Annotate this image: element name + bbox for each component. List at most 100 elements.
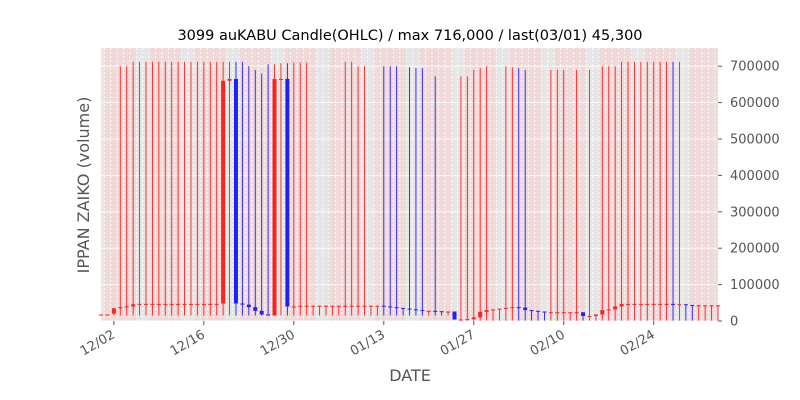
candle-body — [574, 312, 579, 314]
candle-body — [420, 310, 425, 312]
candle-body — [201, 303, 206, 305]
day-band — [367, 48, 375, 321]
candle-body — [375, 305, 380, 307]
day-band — [399, 48, 407, 321]
candle-body — [658, 303, 663, 305]
candle-body — [568, 312, 573, 314]
chart-title: 3099 auKABU Candle(OHLC) / max 716,000 /… — [177, 28, 642, 44]
day-band — [329, 48, 336, 321]
candle-body — [407, 308, 412, 310]
candle-body — [671, 303, 676, 305]
day-band — [528, 48, 535, 321]
candle-body — [362, 305, 367, 307]
candle-body — [593, 314, 598, 316]
candle-body — [471, 317, 476, 320]
candle-body — [259, 310, 264, 315]
candle-body — [439, 311, 444, 313]
x-tick-label: 12/02 — [78, 327, 118, 359]
day-band — [451, 48, 458, 321]
candle-body — [555, 312, 560, 314]
y-tick-label: 500000 — [730, 133, 780, 148]
day-band — [110, 48, 118, 321]
candle-body — [581, 312, 586, 316]
candle-body — [587, 315, 592, 317]
y-tick-label: 0 — [730, 315, 738, 330]
candle-body — [677, 304, 682, 306]
day-band — [714, 48, 718, 321]
x-tick-label: 01/13 — [348, 327, 388, 359]
candle-body — [600, 310, 605, 315]
candle-body — [683, 304, 688, 306]
candle-body — [156, 303, 161, 305]
candle-body — [401, 307, 406, 309]
candles — [99, 61, 720, 321]
candle-body — [510, 307, 515, 309]
candle-body — [208, 303, 213, 305]
candle-body — [336, 305, 341, 307]
y-tick-label: 100000 — [730, 278, 780, 293]
candle-body — [323, 305, 328, 307]
candle-body — [368, 305, 373, 307]
candle-body — [105, 314, 110, 316]
day-band — [534, 48, 542, 321]
candle-body — [465, 319, 470, 321]
candle-body — [143, 303, 148, 305]
candle-body — [458, 319, 463, 321]
candle-body — [523, 307, 528, 311]
day-band — [374, 48, 381, 321]
day-band — [335, 48, 343, 321]
candle-body — [497, 308, 502, 310]
candle-body — [137, 303, 142, 305]
candle-body — [266, 314, 271, 316]
candle-body — [478, 311, 483, 318]
x-tick-label: 12/30 — [258, 327, 298, 359]
candle-body — [690, 304, 695, 306]
candle-body — [542, 311, 547, 313]
x-tick-label: 02/24 — [618, 327, 658, 359]
day-band — [579, 48, 587, 321]
candle-body — [548, 312, 553, 314]
y-tick-label: 300000 — [730, 205, 780, 220]
day-band — [322, 48, 330, 321]
candle-body — [613, 306, 618, 310]
candle-body — [317, 305, 322, 307]
candle-body — [111, 308, 116, 314]
day-band — [104, 48, 111, 321]
day-band — [496, 48, 503, 321]
candle-body — [221, 80, 226, 304]
candle-body — [645, 303, 650, 305]
candle-body — [330, 305, 335, 307]
candle-body — [394, 307, 399, 309]
day-band — [444, 48, 452, 321]
y-tick-label: 400000 — [730, 169, 780, 184]
candle-body — [491, 309, 496, 311]
candle-body — [696, 305, 701, 307]
candle-body — [124, 306, 129, 308]
day-band — [695, 48, 702, 321]
day-band — [689, 48, 696, 321]
candle-body — [716, 305, 720, 307]
candle-body — [214, 303, 219, 305]
candle-body — [118, 307, 123, 309]
candle-body — [703, 305, 708, 307]
candle-body — [529, 310, 534, 312]
candle-body — [253, 307, 258, 311]
candle-body — [619, 303, 624, 307]
x-tick-label: 12/16 — [168, 327, 208, 359]
candle-body — [131, 304, 136, 307]
candle-body — [709, 305, 714, 307]
day-band — [101, 48, 105, 321]
candle-body — [561, 312, 566, 314]
x-axis-label: DATE — [389, 366, 431, 385]
candle-body — [291, 306, 296, 308]
candle-body — [381, 305, 386, 307]
candle-body — [536, 310, 541, 312]
y-tick-label: 200000 — [730, 242, 780, 257]
candle-body — [278, 78, 283, 80]
candle-body — [343, 305, 348, 307]
day-band — [316, 48, 323, 321]
x-tick-label: 01/27 — [438, 327, 478, 359]
candle-body — [233, 78, 238, 304]
